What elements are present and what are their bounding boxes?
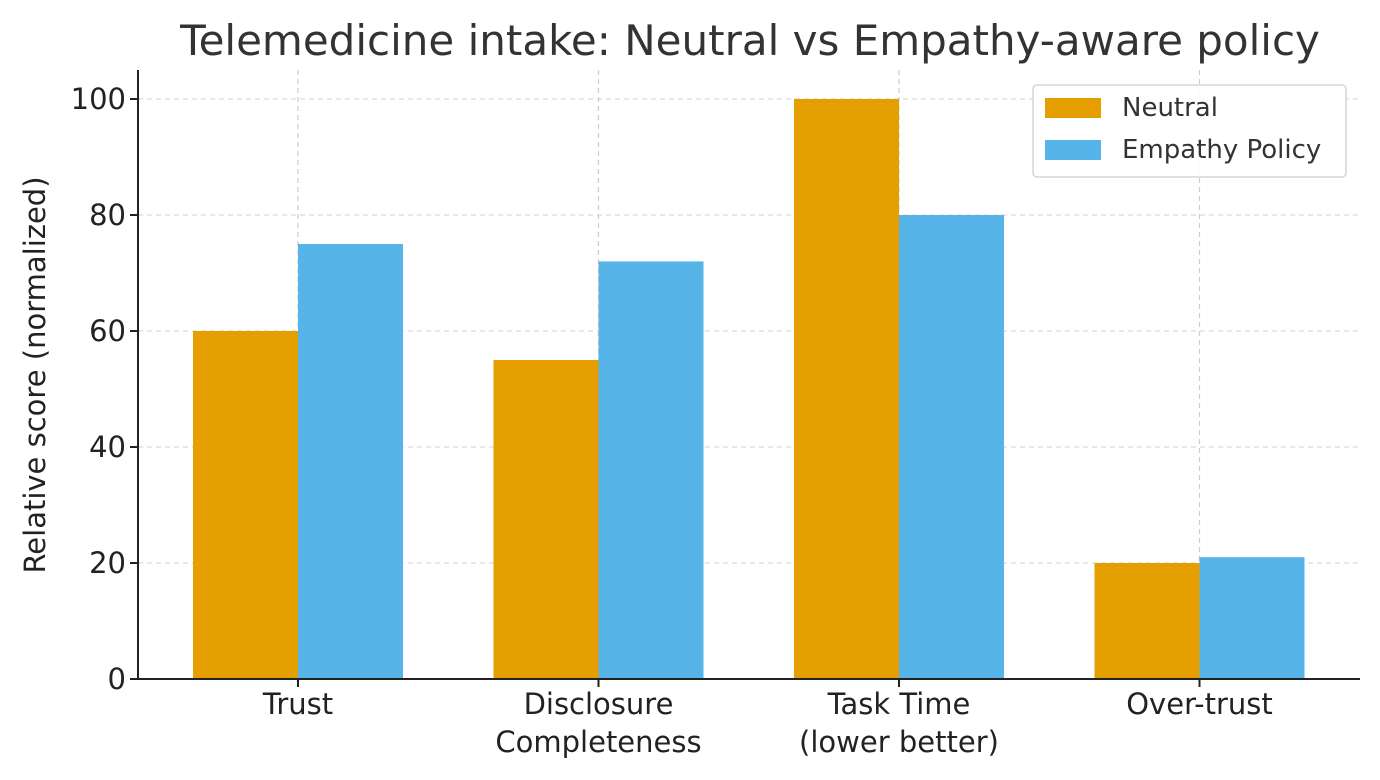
y-tick-label: 40: [89, 430, 126, 464]
bar-empathy-policy: [598, 261, 704, 679]
legend-swatch: [1045, 98, 1101, 118]
bar-empathy-policy: [1199, 557, 1305, 679]
bar-neutral: [794, 99, 899, 679]
y-tick-label: 0: [108, 662, 126, 696]
x-tick-label: (lower better): [799, 725, 999, 759]
y-tick-label: 80: [89, 198, 126, 232]
y-tick-label: 20: [89, 546, 126, 580]
legend-label: Neutral: [1122, 93, 1218, 123]
bar-neutral: [1094, 563, 1200, 679]
bar-empathy-policy: [298, 244, 403, 679]
axes-layer: [137, 70, 1360, 680]
y-tick-label: 100: [71, 82, 126, 116]
legend-box: [1032, 84, 1347, 178]
legend-swatch: [1045, 140, 1101, 160]
bar-neutral: [493, 360, 599, 679]
x-tick-label: Over-trust: [1126, 687, 1273, 721]
bar-neutral: [193, 331, 298, 679]
legend: Neutral Empathy Policy: [1032, 84, 1347, 178]
bars-layer: [193, 99, 1305, 679]
y-axis-label: Relative score (normalized): [18, 176, 52, 573]
x-tick-label: Trust: [262, 687, 333, 721]
x-tick-label: Task Time: [827, 687, 971, 721]
bar-empathy-policy: [899, 215, 1004, 679]
x-tick-label: Completeness: [495, 725, 701, 759]
legend-label: Empathy Policy: [1122, 135, 1321, 165]
x-tick-label: Disclosure: [524, 687, 674, 721]
ticks-layer: 0 20 40 60 80 100 Trust Disclosure Completeness T…: [71, 82, 1273, 759]
y-tick-label: 60: [89, 314, 126, 348]
chart-title: Telemedicine intake: Neutral vs Empathy-…: [179, 16, 1320, 65]
